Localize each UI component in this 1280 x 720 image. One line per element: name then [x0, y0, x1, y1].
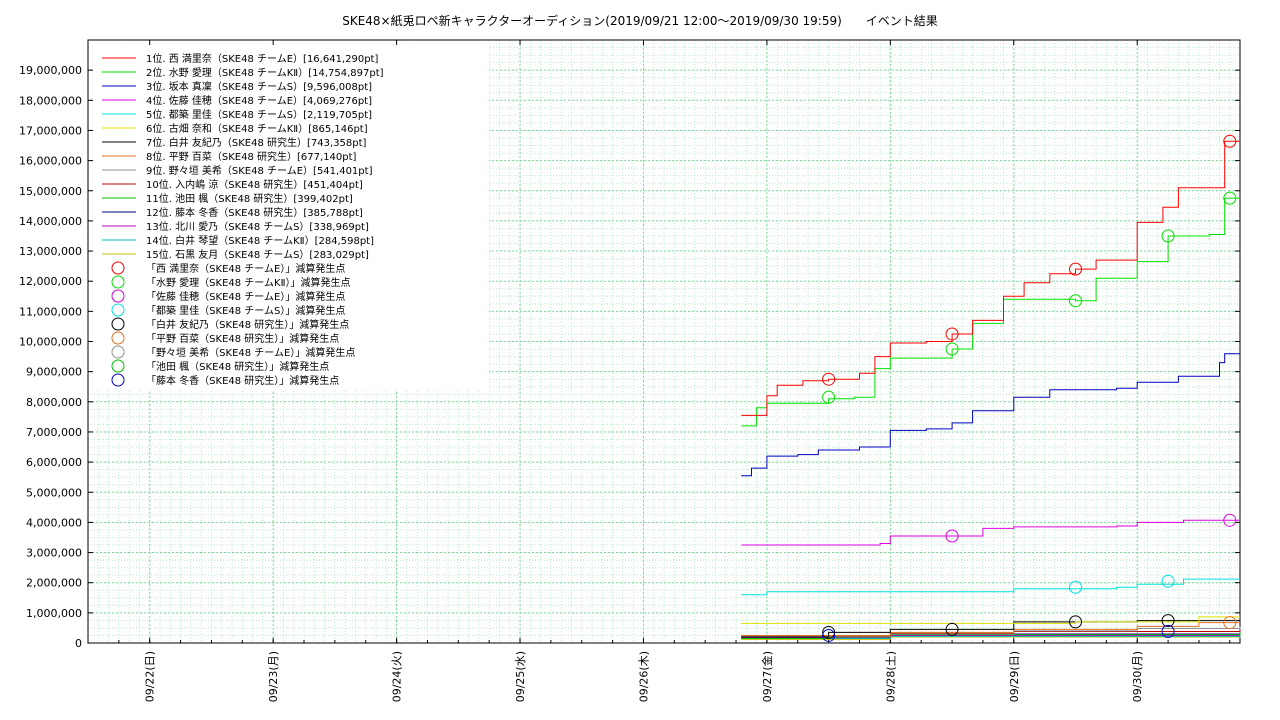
y-tick-label: 10,000,000	[19, 336, 82, 349]
legend-label-9: 9位. 野々垣 美希（SKE48 チームE）[541,401pt]	[146, 164, 373, 177]
decrement-marker-2	[1161, 229, 1175, 243]
decrement-marker-5	[1161, 614, 1175, 628]
legend-label-8: 8位. 平野 百菜（SKE48 研究生）[677,140pt]	[146, 150, 357, 163]
chart-title: SKE48×紙兎ロペ新キャラクターオーディション(2019/09/21 12:0…	[342, 14, 938, 28]
legend-marker-label-2: 「水野 愛理（SKE48 チームKⅡ）」減算発生点	[146, 276, 351, 289]
legend-label-13: 13位. 北川 愛乃（SKE48 チームS）[338,969pt]	[146, 220, 369, 233]
x-tick-label: 09/26(木)	[637, 651, 650, 702]
legend-label-6: 6位. 古畑 奈和（SKE48 チームKⅡ）[865,146pt]	[146, 122, 368, 135]
legend-label-15: 15位. 石黒 友月（SKE48 チームS）[283,029pt]	[146, 248, 369, 261]
legend-marker-label-4: 「都築 里佳（SKE48 チームS）」減算発生点	[146, 304, 345, 317]
y-tick-label: 12,000,000	[19, 275, 82, 288]
x-tick-label: 09/28(土)	[884, 651, 897, 702]
legend-box	[89, 41, 489, 391]
legend-label-3: 3位. 坂本 真凜（SKE48 チームS）[9,596,008pt]	[146, 80, 372, 93]
legend-marker-8	[111, 359, 125, 373]
legend-marker-3	[111, 289, 125, 303]
legend-label-11: 11位. 池田 楓（SKE48 研究生）[399,402pt]	[146, 192, 353, 205]
decrement-marker-3	[1223, 513, 1237, 527]
legend-marker-9	[111, 373, 125, 387]
legend-marker-label-9: 「藤本 冬香（SKE48 研究生）」減算発生点	[146, 374, 339, 387]
decrement-marker-5	[822, 625, 836, 639]
y-tick-label: 13,000,000	[19, 245, 82, 258]
series-line-5	[741, 578, 1240, 596]
decrement-marker-5	[945, 622, 959, 636]
decrement-marker-2	[1069, 294, 1083, 308]
decrement-marker-2	[945, 342, 959, 356]
series-line-4	[741, 519, 1240, 546]
x-tick-label: 09/25(水)	[514, 651, 527, 702]
decrement-marker-4	[1069, 580, 1083, 594]
y-tick-label: 6,000,000	[26, 456, 82, 469]
legend-marker-label-8: 「池田 楓（SKE48 研究生）」減算発生点	[146, 360, 329, 373]
series-line-2	[741, 197, 1240, 427]
legend-label-7: 7位. 白井 友紀乃（SKE48 研究生）[743,358pt]	[146, 136, 367, 149]
decrement-marker-4	[1161, 574, 1175, 588]
series-line-7	[741, 620, 1240, 638]
decrement-marker-9	[822, 628, 836, 642]
legend-label-5: 5位. 都築 里佳（SKE48 チームS）[2,119,705pt]	[146, 108, 372, 121]
legend-marker-4	[111, 303, 125, 317]
decrement-marker-2	[1223, 191, 1237, 205]
legend-label-4: 4位. 佐藤 佳穂（SKE48 チームE）[4,069,276pt]	[146, 94, 372, 107]
y-tick-label: 19,000,000	[19, 64, 82, 77]
y-tick-label: 4,000,000	[26, 516, 82, 529]
legend-marker-label-7: 「野々垣 美希（SKE48 チームE）」減算発生点	[146, 346, 355, 359]
decrement-marker-9	[1161, 624, 1175, 638]
y-tick-label: 2,000,000	[26, 577, 82, 590]
legend-label-2: 2位. 水野 愛理（SKE48 チームKⅡ）[14,754,897pt]	[146, 66, 384, 79]
y-tick-label: 16,000,000	[19, 155, 82, 168]
legend-label-14: 14位. 白井 琴望（SKE48 チームKⅡ）[284,598pt]	[146, 234, 374, 247]
decrement-marker-1	[1069, 262, 1083, 276]
y-tick-label: 0	[75, 637, 82, 650]
y-tick-label: 17,000,000	[19, 124, 82, 137]
series-line-1	[741, 140, 1240, 416]
series-line-3	[741, 353, 1240, 477]
decrement-marker-2	[822, 390, 836, 404]
decrement-marker-3	[945, 529, 959, 543]
legend-marker-1	[111, 261, 125, 275]
y-tick-label: 9,000,000	[26, 366, 82, 379]
legend-marker-7	[111, 345, 125, 359]
y-tick-label: 18,000,000	[19, 94, 82, 107]
y-tick-label: 7,000,000	[26, 426, 82, 439]
decrement-marker-1	[822, 372, 836, 386]
y-tick-label: 5,000,000	[26, 486, 82, 499]
legend-marker-5	[111, 317, 125, 331]
series-line-6	[741, 616, 1240, 624]
legend-marker-2	[111, 275, 125, 289]
x-tick-label: 09/29(日)	[1008, 651, 1021, 702]
x-tick-label: 09/22(日)	[144, 651, 157, 702]
y-tick-label: 3,000,000	[26, 547, 82, 560]
decrement-marker-1	[1223, 134, 1237, 148]
x-tick-label: 09/23(月)	[267, 651, 280, 702]
legend-marker-label-5: 「白井 友紀乃（SKE48 研究生）」減算発生点	[146, 318, 349, 331]
x-tick-label: 09/27(金)	[760, 651, 774, 702]
legend-marker-label-3: 「佐藤 佳穂（SKE48 チームE）」減算発生点	[146, 290, 345, 303]
y-tick-label: 1,000,000	[26, 607, 82, 620]
legend-marker-6	[111, 331, 125, 345]
x-tick-label: 09/24(火)	[391, 651, 404, 702]
y-tick-label: 14,000,000	[19, 215, 82, 228]
x-tick-label: 09/30(月)	[1131, 651, 1144, 702]
decrement-marker-1	[945, 327, 959, 341]
legend-label-10: 10位. 入内嶋 涼（SKE48 研究生）[451,404pt]	[146, 178, 363, 191]
legend-marker-label-1: 「西 満里奈（SKE48 チームE）」減算発生点	[146, 262, 345, 275]
y-tick-label: 8,000,000	[26, 396, 82, 409]
series-line-8	[741, 622, 1240, 636]
decrement-marker-6	[1223, 616, 1237, 630]
decrement-marker-5	[1069, 615, 1083, 629]
legend-marker-label-6: 「平野 百菜（SKE48 研究生）」減算発生点	[146, 332, 339, 345]
y-tick-label: 15,000,000	[19, 185, 82, 198]
y-tick-label: 11,000,000	[19, 305, 82, 318]
legend-label-12: 12位. 藤本 冬香（SKE48 研究生）[385,788pt]	[146, 206, 363, 219]
legend-label-1: 1位. 西 満里奈（SKE48 チームE）[16,641,290pt]	[146, 52, 378, 65]
